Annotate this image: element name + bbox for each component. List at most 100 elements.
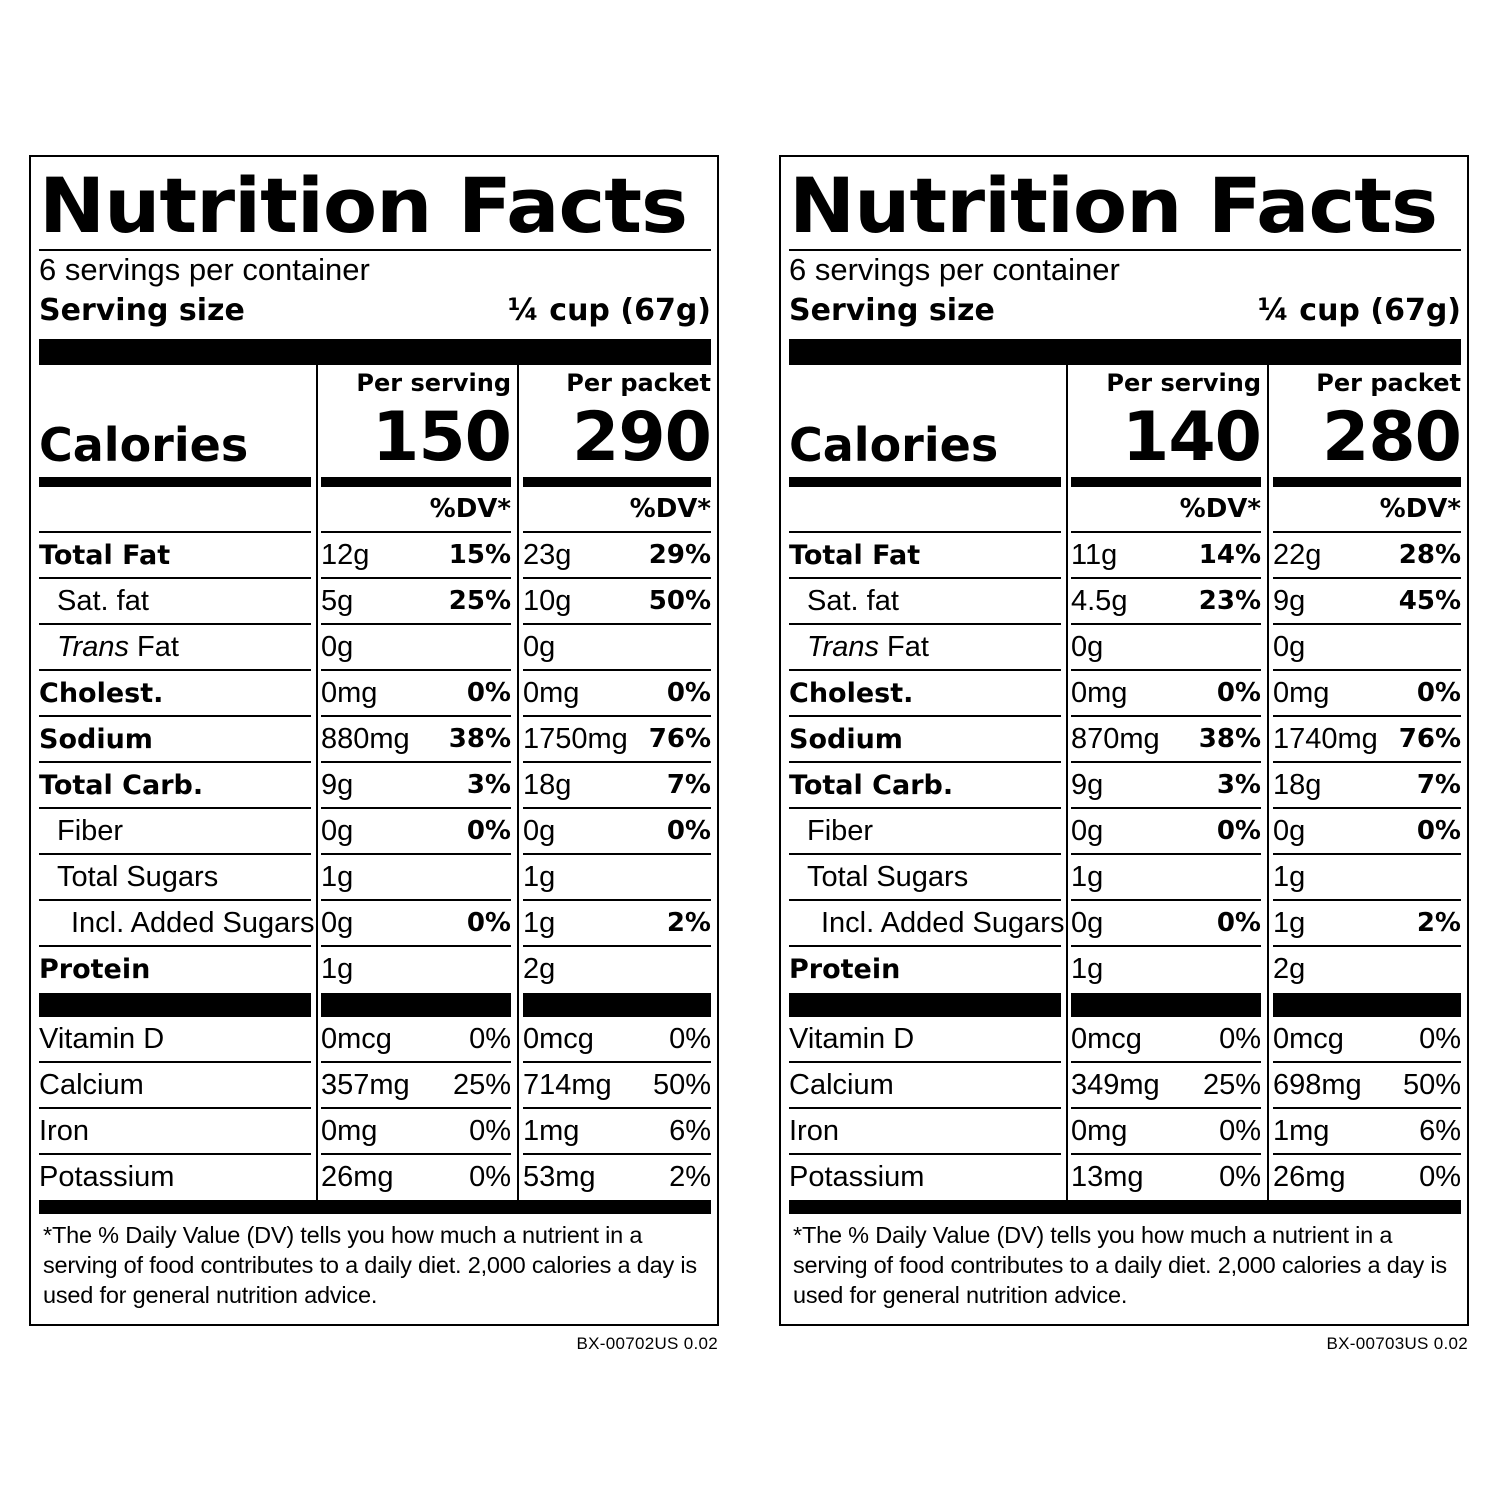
daily-value: 2% (666, 908, 711, 938)
vitamin-divider (523, 993, 711, 1017)
amount: 2g (1273, 952, 1306, 985)
dv-spacer (789, 487, 1061, 531)
packet-nutrient-cell: 18g 7% (523, 761, 711, 807)
nutrient-row: Total Sugars (789, 853, 1061, 899)
amount: 26mg (1273, 1160, 1346, 1193)
nutrient-name: Cholest. (39, 677, 164, 709)
vitamin-name: Potassium (39, 1160, 175, 1193)
column-rule (517, 365, 519, 1200)
daily-value: 25% (1202, 1068, 1261, 1101)
nutrient-name: Fiber (807, 814, 874, 847)
serving-calories-value: 150 (372, 398, 512, 477)
packet-calories-value: 290 (572, 398, 712, 477)
serving-size-value: ¼ cup (67g) (1257, 293, 1461, 328)
amount: 0mg (321, 1114, 378, 1147)
nutrient-row: Incl. Added Sugars (39, 899, 314, 945)
dv-header: %DV* (1179, 494, 1261, 524)
amount: 18g (523, 768, 572, 801)
amount: 0g (321, 630, 354, 663)
amount: 0mg (1071, 1114, 1128, 1147)
nutrient-name: Cholest. (789, 677, 914, 709)
vitamin-name: Vitamin D (39, 1022, 165, 1055)
packet-vitamin-cell: 714mg 50% (523, 1061, 711, 1107)
amount: 357mg (321, 1068, 410, 1101)
nutrient-name-italic: Trans (807, 630, 879, 663)
serving-calories-value: 140 (1122, 398, 1262, 477)
vitamin-name: Iron (39, 1114, 89, 1147)
column-rule (1267, 365, 1269, 1200)
serving-vitamin-cell: 13mg 0% (1071, 1153, 1261, 1199)
packet-vitamin-cell: 53mg 2% (523, 1153, 711, 1199)
serving-nutrient-cell: 0g 0% (1071, 807, 1261, 853)
amount: 2g (523, 952, 556, 985)
daily-value: 0% (1419, 1160, 1461, 1193)
vitamin-divider (1273, 993, 1461, 1017)
daily-value: 0% (1216, 908, 1261, 938)
serving-nutrient-cell: 12g 15% (321, 531, 511, 577)
divider (39, 249, 711, 251)
amount: 0mcg (1071, 1022, 1142, 1055)
daily-value: 0% (666, 678, 711, 708)
serving-size-row: Serving size ¼ cup (67g) (39, 291, 711, 331)
nutrient-name: Total Carb. (39, 769, 204, 801)
panel-inner: Nutrition Facts 6 servings per container S… (789, 163, 1462, 1310)
packet-calories-header: Per packet 280 (1273, 365, 1462, 477)
serving-vitamin-cell: 0mcg 0% (321, 1017, 511, 1061)
amount: 53mg (523, 1160, 596, 1193)
daily-value: 2% (669, 1160, 711, 1193)
servings-per-container: 6 servings per container (789, 252, 1120, 287)
vitamin-row: Calcium (39, 1061, 311, 1107)
serving-column: Per serving 150 %DV* 12g 15% 5g 25% 0g 0mg 0% 880m… (321, 365, 512, 1200)
nutrient-name: Total Carb. (789, 769, 954, 801)
nutrient-row: Incl. Added Sugars (789, 899, 1064, 945)
column-rule (1066, 365, 1068, 1200)
nutrient-name: Sat. fat (57, 584, 149, 617)
amount: 18g (1273, 768, 1322, 801)
vitamin-divider (789, 993, 1061, 1017)
servings-per-container: 6 servings per container (39, 252, 370, 287)
daily-value: 0% (1416, 678, 1461, 708)
packet-vitamin-cell: 0mcg 0% (523, 1017, 711, 1061)
vitamin-row: Potassium (39, 1153, 311, 1199)
vitamin-row: Vitamin D (789, 1017, 1061, 1061)
nutrient-row: Total Carb. (789, 761, 1061, 807)
daily-value: 15% (448, 540, 511, 570)
amount: 9g (321, 768, 354, 801)
packet-vitamin-cell: 1mg 6% (523, 1107, 711, 1153)
packet-nutrient-cell: 0g 0% (1273, 807, 1461, 853)
label-code: BX-00703US 0.02 (1326, 1334, 1468, 1353)
serving-size-value: ¼ cup (67g) (507, 293, 711, 328)
thick-divider (39, 339, 711, 365)
packet-nutrient-cell: 22g 28% (1273, 531, 1461, 577)
serving-nutrient-cell: 1g (321, 853, 511, 899)
nutrient-name: Sat. fat (807, 584, 899, 617)
column-rule (316, 365, 318, 1200)
vitamin-divider (1071, 993, 1261, 1017)
serving-column: Per serving 140 %DV* 11g 14% 4.5g 23% 0g 0mg 0% 87… (1071, 365, 1262, 1200)
serving-vitamin-cell: 349mg 25% (1071, 1061, 1261, 1107)
packet-column: Per packet 290 %DV* 23g 29% 10g 50% 0g 0mg 0% 1750… (523, 365, 712, 1200)
serving-nutrient-cell: 9g 3% (321, 761, 511, 807)
nutrient-name: Sodium (789, 723, 903, 755)
amount: 0g (523, 814, 556, 847)
amount: 0g (321, 906, 354, 939)
label-column: Calories Total Fat Sat. fat Trans Fat Choles… (39, 365, 314, 1200)
nutrient-name-rest: Fat (878, 630, 929, 663)
amount: 1g (1071, 952, 1104, 985)
daily-value: 14% (1198, 540, 1261, 570)
dv-header: %DV* (629, 494, 711, 524)
amount: 1mg (1273, 1114, 1330, 1147)
panel-inner: Nutrition Facts 6 servings per container S… (39, 163, 712, 1310)
amount: 870mg (1071, 722, 1160, 755)
nutrient-name: Sodium (39, 723, 153, 755)
vitamin-name: Vitamin D (789, 1022, 915, 1055)
vitamin-row: Potassium (789, 1153, 1061, 1199)
amount: 0mg (321, 676, 378, 709)
medium-divider (789, 477, 1061, 487)
medium-divider (321, 477, 511, 487)
panel-title: Nutrition Facts (789, 161, 1438, 250)
daily-value: 0% (466, 816, 511, 846)
serving-nutrient-cell: 4.5g 23% (1071, 577, 1261, 623)
nutrient-row: Sat. fat (789, 577, 1061, 623)
daily-value: 29% (648, 540, 711, 570)
